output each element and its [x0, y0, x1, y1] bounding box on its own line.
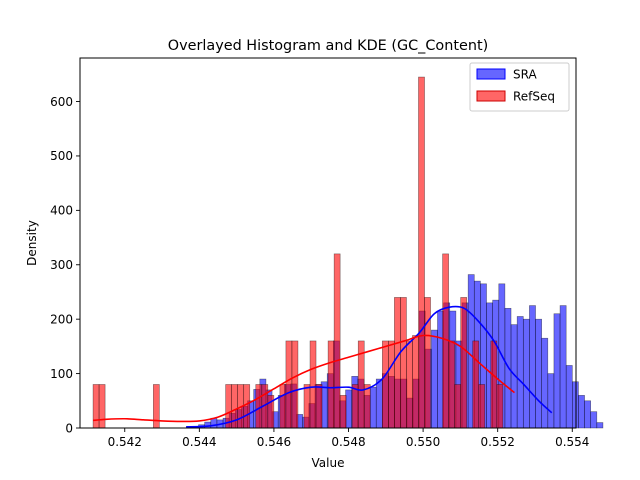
bar-refseq-66 — [490, 340, 498, 429]
x-tick-label-5: 0.552 — [481, 435, 515, 449]
bar-refseq-1 — [98, 384, 106, 429]
plot-frame — [79, 57, 577, 429]
bar-sra-62 — [565, 365, 573, 429]
bar-sra-58 — [541, 337, 549, 429]
kde-layer — [92, 305, 553, 428]
legend-label-refseq: RefSeq — [513, 90, 555, 104]
bar-refseq-25 — [243, 384, 251, 429]
x-axis-label: Value — [312, 456, 345, 470]
y-tick-label-0: 0 — [65, 421, 73, 435]
bar-sra-26 — [345, 389, 353, 429]
y-tick-label-2: 200 — [50, 312, 73, 326]
y-tick-label-4: 400 — [50, 204, 73, 218]
y-tick-label-6: 600 — [50, 95, 73, 109]
bar-refseq-55 — [424, 297, 431, 429]
bar-refseq-43 — [351, 384, 359, 429]
bar-refseq-36 — [309, 340, 317, 429]
kde-line-refseq — [92, 334, 515, 423]
y-tick-label-3: 300 — [50, 258, 73, 272]
bar-refseq-49 — [388, 340, 395, 429]
bar-sra-4 — [210, 417, 218, 429]
bar-refseq-67 — [496, 384, 504, 429]
legend: SRA RefSeq — [469, 62, 570, 112]
bar-refseq-51 — [400, 297, 407, 429]
bar-refseq-60 — [454, 384, 461, 429]
bar-refseq-0 — [92, 384, 100, 429]
x-tick-label-0: 0.542 — [108, 435, 142, 449]
bar-refseq-63 — [472, 340, 480, 429]
x-tick-label-4: 0.550 — [406, 435, 440, 449]
bar-sra-67 — [596, 422, 604, 429]
bar-sra-40 — [431, 329, 438, 429]
bar-refseq-31 — [279, 384, 287, 429]
bar-sra-56 — [529, 305, 536, 429]
bar-refseq-45 — [363, 384, 371, 429]
chart-title: Overlayed Histogram and KDE (GC_Content) — [168, 38, 488, 54]
bar-refseq-40 — [333, 253, 341, 429]
bar-refseq-64 — [478, 384, 486, 429]
bar-sra-60 — [553, 313, 561, 429]
kde-line-sra — [186, 305, 553, 428]
bar-refseq-52 — [406, 340, 413, 429]
bar-sra-66 — [590, 411, 598, 429]
x-tick-label-2: 0.546 — [257, 435, 291, 449]
bar-sra-59 — [547, 373, 555, 429]
y-axis-label: Density — [25, 220, 39, 266]
bar-sra-63 — [571, 381, 579, 429]
y-tick-label-5: 500 — [50, 149, 73, 163]
bar-refseq-37 — [315, 384, 323, 429]
bar-sra-54 — [516, 316, 524, 429]
bar-refseq-32 — [285, 340, 293, 429]
bar-sra-61 — [559, 305, 567, 429]
y-tick-label-1: 100 — [50, 367, 73, 381]
x-tick-label-6: 0.554 — [555, 435, 589, 449]
bar-sra-57 — [535, 318, 542, 429]
bar-sra-31 — [375, 378, 383, 429]
x-tick-label-1: 0.544 — [182, 435, 216, 449]
x-axis: 0.542 0.544 0.546 0.548 0.550 0.552 0.554 — [108, 428, 589, 449]
bar-refseq-50 — [394, 297, 401, 429]
x-tick-label-3: 0.548 — [331, 435, 365, 449]
bar-refseq-48 — [382, 340, 389, 429]
bar-refseq-35 — [303, 384, 311, 429]
bar-refseq-39 — [327, 340, 335, 429]
legend-swatch-sra — [476, 68, 506, 80]
bar-refseq-59 — [448, 340, 455, 429]
y-axis: 0 100 200 300 400 500 600 — [50, 95, 80, 435]
bar-refseq-33 — [291, 340, 299, 429]
bar-refseq-41 — [339, 395, 347, 429]
bar-refseq-61 — [460, 297, 468, 429]
bar-sra-55 — [522, 318, 530, 429]
bar-refseq-53 — [412, 335, 419, 429]
bar-refseq-27 — [255, 384, 263, 429]
bar-sra-64 — [578, 395, 585, 429]
legend-label-sra: SRA — [513, 68, 537, 82]
legend-swatch-refseq — [476, 90, 506, 102]
bar-sra-30 — [369, 386, 377, 429]
bar-sra-65 — [584, 400, 591, 429]
bar-refseq-54 — [418, 76, 425, 429]
